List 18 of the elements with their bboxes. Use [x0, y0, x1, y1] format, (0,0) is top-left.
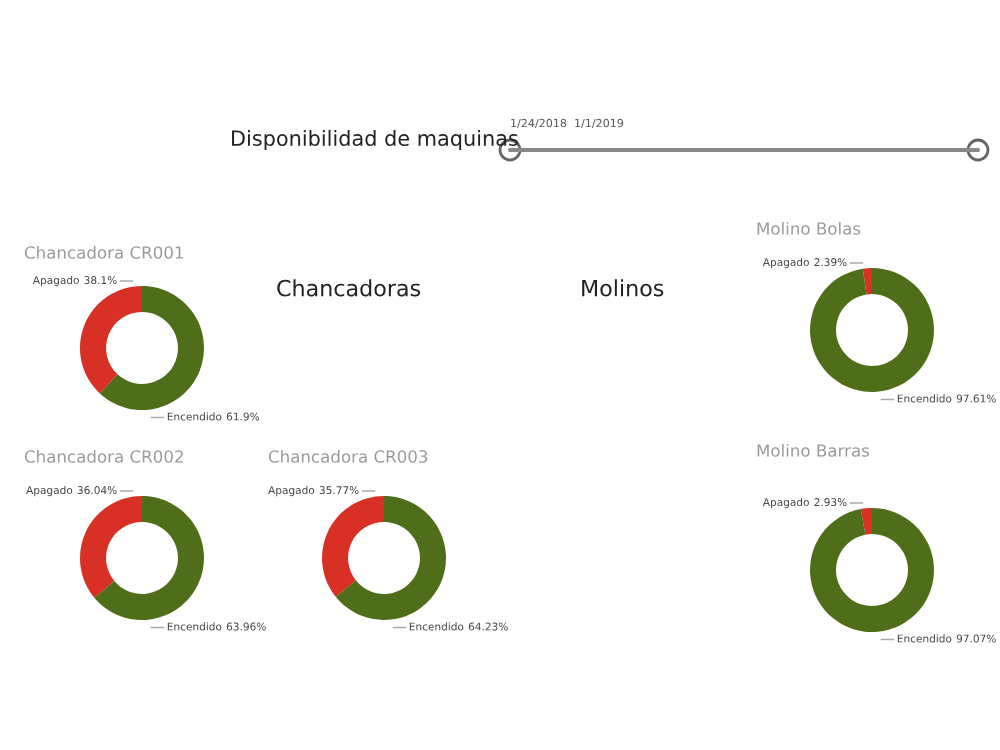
donut-slice [862, 268, 872, 295]
donut-slice [810, 508, 934, 632]
chart-title: Molino Barras [757, 443, 870, 457]
donut-slice [810, 268, 934, 392]
donut-slice [94, 496, 204, 620]
donut-slice [80, 496, 142, 598]
chart-title: Chancadora CR003 [268, 449, 428, 463]
chart-title: Molino Bolas [757, 221, 861, 235]
chart-title: Chancadora CR002 [24, 449, 183, 463]
donut-slice [80, 286, 142, 394]
donut-slice [322, 496, 384, 597]
donut-slice [335, 496, 446, 620]
chart-title: Chancadora CR001 [24, 245, 183, 259]
donut-slice [99, 286, 204, 410]
text: Disponibilidad de maquinas [232, 129, 518, 151]
text: Chancadoras [277, 279, 421, 297]
text: Molinos [582, 279, 664, 297]
donut-slice [860, 508, 872, 535]
